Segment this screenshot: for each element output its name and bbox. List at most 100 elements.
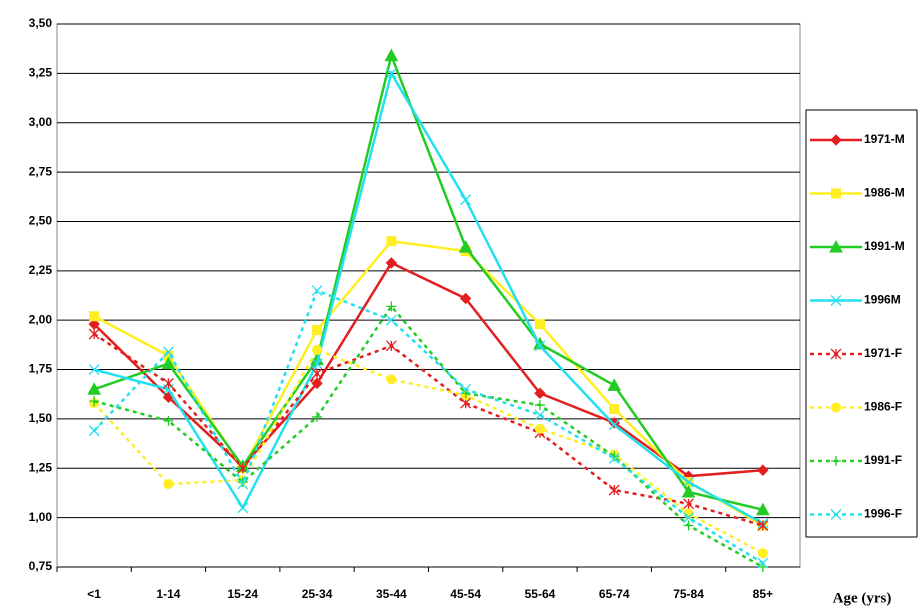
marker [312, 344, 323, 355]
y-tick-label: 3,50 [29, 16, 53, 30]
y-tick-label: 1,50 [29, 411, 53, 425]
series-line [93, 288, 764, 565]
marker [830, 509, 842, 520]
marker [89, 396, 100, 407]
marker [312, 411, 323, 422]
series-line [93, 51, 764, 511]
x-tick-label: 25-34 [302, 587, 333, 601]
marker [385, 314, 397, 326]
marker [161, 356, 176, 370]
marker [311, 285, 323, 297]
x-tick-label: 1-14 [156, 587, 180, 601]
y-tick-label: 2,00 [29, 312, 53, 326]
marker [384, 48, 399, 62]
marker [460, 383, 472, 395]
y-tick-label: 3,00 [29, 115, 53, 129]
marker [608, 419, 620, 431]
marker [460, 194, 472, 206]
series-line [93, 348, 764, 555]
marker [830, 295, 842, 306]
marker [608, 484, 620, 496]
marker [311, 358, 323, 370]
marker [162, 346, 174, 358]
marker [237, 502, 249, 514]
y-tick-label: 2,25 [29, 263, 53, 277]
legend-label: 1991-M [864, 239, 905, 253]
marker [88, 328, 100, 340]
legend-label: 1996-F [864, 507, 902, 521]
marker [683, 520, 694, 531]
marker [163, 479, 174, 490]
marker [89, 311, 100, 322]
marker [534, 409, 546, 421]
marker [163, 415, 174, 426]
x-tick-label: 35-44 [376, 587, 407, 601]
marker [829, 239, 843, 253]
legend-label: 1971-M [864, 132, 905, 146]
marker [681, 484, 696, 498]
marker [237, 478, 249, 490]
marker [385, 257, 398, 269]
marker [757, 464, 769, 476]
y-tick-label: 3,25 [29, 66, 53, 80]
marker [237, 462, 249, 474]
marker [88, 364, 100, 376]
marker [311, 377, 323, 390]
marker [831, 402, 841, 413]
y-tick-label: 1,75 [29, 362, 53, 376]
series-line [93, 70, 764, 525]
x-tick-label: <1 [87, 587, 101, 601]
marker [683, 498, 695, 510]
legend-label: 1996M [864, 293, 901, 307]
marker [386, 374, 397, 385]
marker [162, 377, 174, 389]
y-tick-label: 2,75 [29, 164, 53, 178]
marker [312, 325, 323, 336]
marker [757, 557, 769, 569]
y-tick-label: 1,00 [29, 510, 53, 524]
legend-label: 1986-M [864, 186, 905, 200]
legend-label: 1986-F [864, 400, 902, 414]
marker [386, 301, 397, 312]
marker [534, 387, 546, 399]
x-tick-label: 85+ [753, 587, 773, 601]
marker [458, 240, 473, 253]
marker [385, 67, 397, 79]
x-tick-label: 15-24 [227, 587, 258, 601]
marker [757, 548, 768, 559]
marker [386, 236, 397, 247]
x-tick-label: 45-54 [450, 587, 481, 601]
marker [534, 319, 545, 330]
legend-label: 1971-F [864, 346, 902, 360]
marker [756, 502, 770, 516]
marker [683, 476, 695, 488]
marker [757, 520, 769, 531]
marker [830, 134, 842, 146]
marker [534, 340, 546, 352]
marker [831, 188, 841, 199]
marker [607, 378, 622, 391]
marker [311, 368, 323, 379]
marker [459, 292, 472, 305]
marker [608, 452, 620, 464]
marker [683, 512, 695, 524]
marker [534, 423, 545, 434]
marker [385, 340, 397, 352]
series-line [93, 239, 764, 527]
y-tick-label: 1,25 [29, 460, 53, 474]
y-tick-label: 2,50 [29, 214, 53, 228]
series-line [93, 332, 764, 527]
plot-frame [56, 23, 801, 568]
marker [831, 456, 841, 466]
marker [830, 348, 842, 360]
marker [87, 382, 101, 395]
x-tick-label: 65-74 [599, 587, 630, 601]
marker [609, 404, 620, 415]
legend-box [805, 109, 918, 538]
y-tick-label: 0,75 [29, 559, 53, 573]
x-axis-label: Age (yrs) [833, 590, 892, 606]
series-line [93, 261, 763, 478]
legend-label: 1991-F [864, 453, 902, 467]
x-tick-label: 55-64 [525, 587, 556, 601]
